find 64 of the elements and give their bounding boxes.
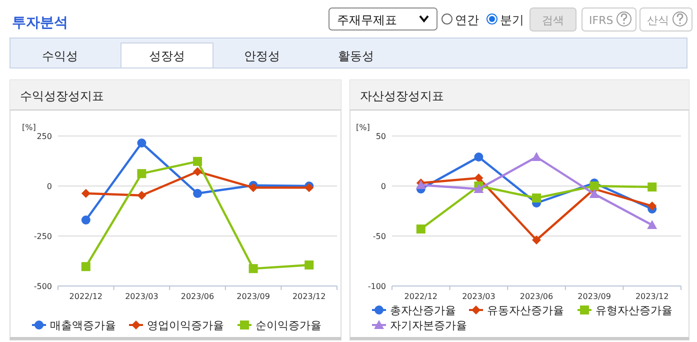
point: [248, 264, 258, 274]
legend-label: 유형자산증가율: [596, 304, 672, 317]
point: [137, 138, 146, 148]
text: 분기: [500, 13, 524, 27]
text: 산식: [647, 14, 669, 27]
text: 성장성: [149, 49, 185, 63]
x-tick-label: 2023/03: [125, 292, 158, 301]
point: [137, 169, 146, 178]
x-tick-label: 2023/06: [180, 292, 214, 301]
point: [474, 152, 484, 162]
point: [416, 224, 426, 234]
x-tick-label: 2022/12: [404, 292, 438, 301]
legend-label: 자기자본증가율: [390, 319, 467, 332]
text: 안정성: [244, 49, 280, 63]
legend-label: 순이익증가율: [256, 319, 322, 332]
y-axis-title: [%]: [356, 123, 370, 132]
text: 수익성: [42, 49, 78, 63]
y-tick-label: 0: [380, 182, 386, 191]
x-tick-label: 2023/12: [292, 292, 326, 301]
point: [532, 194, 541, 202]
legend-label: 영업이익증가율: [147, 319, 224, 332]
legend-label: 총자산증가율: [390, 304, 456, 317]
point: [474, 184, 484, 193]
point: [304, 260, 314, 270]
chart-title: 자산성장성지표: [360, 89, 444, 103]
y-tick-label: -250: [34, 232, 52, 241]
point: [474, 174, 484, 182]
point: [590, 182, 599, 190]
point: [137, 190, 146, 200]
legend-label: 유동자산증가율: [487, 304, 564, 317]
x-tick-label: 2022/12: [69, 292, 103, 301]
point: [81, 216, 90, 224]
y-tick-label: 0: [46, 182, 52, 191]
y-tick-label: 50: [376, 132, 386, 141]
point: [532, 236, 541, 244]
text: 검색: [542, 14, 564, 27]
y-axis-title: [%]: [22, 123, 36, 132]
point: [193, 156, 202, 166]
point: [648, 202, 657, 210]
x-tick-label: 2023/12: [635, 292, 669, 301]
point: [193, 167, 202, 176]
y-tick-label: 250: [36, 132, 52, 141]
text: 주재무제표: [337, 13, 397, 27]
x-tick-label: 2023/06: [520, 292, 554, 301]
point: [81, 262, 90, 272]
x-tick-label: 2023/03: [462, 292, 496, 301]
text: 투자분석: [12, 15, 68, 31]
y-tick-label: -50: [372, 232, 386, 241]
x-tick-label: 2023/09: [578, 292, 611, 301]
point: [647, 220, 658, 229]
point: [193, 188, 202, 198]
text: IFRS: [589, 14, 614, 27]
point: [532, 152, 542, 161]
point: [248, 183, 258, 192]
y-tick-label: -100: [368, 282, 386, 291]
point: [648, 182, 657, 192]
text: 활동성: [338, 49, 374, 63]
y-tick-label: -500: [34, 282, 52, 291]
text: 연간: [455, 13, 479, 27]
point: [81, 188, 90, 198]
chart-title: 수익성장성지표: [20, 89, 104, 103]
point: [589, 189, 600, 198]
legend-label: 매출액증가율: [50, 319, 116, 332]
x-tick-label: 2023/09: [236, 292, 270, 301]
